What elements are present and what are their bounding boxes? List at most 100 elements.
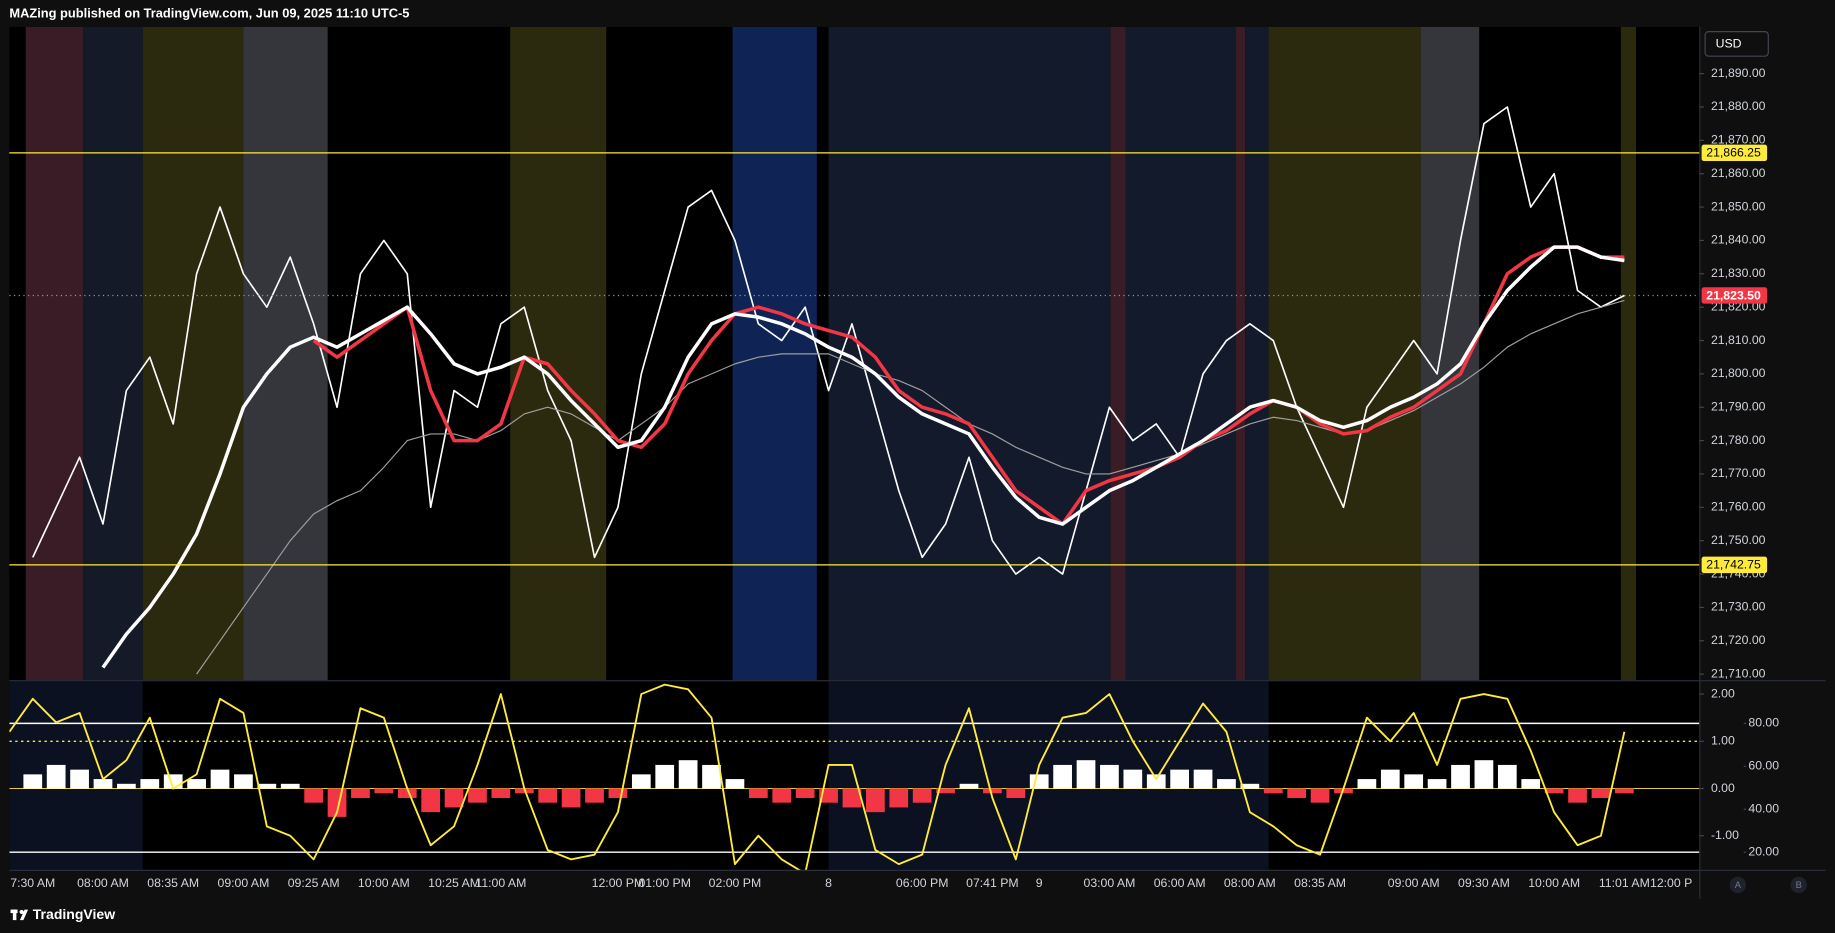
histogram-bar xyxy=(1310,788,1330,803)
x-tick-label: 11:01 AM xyxy=(1599,876,1650,890)
x-tick-label: 09:00 AM xyxy=(1388,876,1440,890)
currency[interactable]: USD xyxy=(1716,37,1742,51)
histogram-bar xyxy=(772,788,792,803)
histogram-bar xyxy=(655,764,675,789)
x-tick-label: 9 xyxy=(1036,876,1043,890)
histogram-bar xyxy=(585,788,604,803)
y-tick-label: 2.00 xyxy=(1711,686,1735,700)
session-band xyxy=(142,26,244,681)
session-band xyxy=(83,26,143,681)
histogram-bar xyxy=(468,788,487,803)
session-band xyxy=(1245,26,1269,681)
axis-button-label[interactable]: A xyxy=(1735,880,1742,890)
session-band xyxy=(1620,26,1637,681)
x-tick-label: 11:00 AM xyxy=(475,876,526,890)
x-tick-label: 08:00 AM xyxy=(77,876,129,890)
y-tick-label: 21,860.00 xyxy=(1711,166,1766,180)
y-tick-label: 21,770.00 xyxy=(1711,466,1766,480)
brand-logo xyxy=(10,909,29,921)
histogram-bar xyxy=(725,779,745,789)
histogram-bar xyxy=(70,769,89,789)
session-band xyxy=(25,26,84,681)
axis-button-label[interactable]: B xyxy=(1796,880,1802,890)
x-tick-label: 08:35 AM xyxy=(1294,876,1346,890)
x-tick-label: 10:00 AM xyxy=(1528,876,1580,890)
x-tick-label: 01:00 PM xyxy=(638,876,691,890)
y-tick-label: 21,720.00 xyxy=(1711,633,1766,647)
x-tick-label: 09:00 AM xyxy=(218,876,270,890)
histogram-bar xyxy=(538,788,558,803)
y-tick-label: 21,810.00 xyxy=(1711,333,1766,347)
x-tick-label: 12:00 P xyxy=(1650,876,1692,890)
session-band xyxy=(1125,26,1236,681)
histogram-bar xyxy=(678,760,698,789)
brand: TradingView xyxy=(33,906,115,922)
y-tick-label: 21,830.00 xyxy=(1711,266,1766,280)
series-line xyxy=(32,106,1625,575)
histogram-bar xyxy=(1146,774,1166,789)
histogram-bar xyxy=(1006,788,1026,798)
histogram-bar xyxy=(1053,764,1072,789)
axis-button[interactable] xyxy=(1790,876,1807,894)
level-label-box xyxy=(1701,144,1768,162)
y-tick-label: 21,750.00 xyxy=(1711,533,1766,547)
session-band xyxy=(510,26,607,681)
histogram-bar xyxy=(1521,779,1541,789)
histogram-bar xyxy=(210,769,230,789)
y2-tick-label: 40.00 xyxy=(1748,801,1779,815)
y-tick-label: 21,730.00 xyxy=(1711,600,1766,614)
histogram-bar xyxy=(444,788,464,808)
x-tick-label: 09:30 AM xyxy=(1458,876,1510,890)
histogram-bar xyxy=(1193,769,1213,789)
histogram-bar xyxy=(748,788,768,798)
x-tick-label: 03:00 AM xyxy=(1084,876,1136,890)
x-tick-label: 06:00 AM xyxy=(1154,876,1206,890)
histogram-bar xyxy=(1474,760,1494,789)
histogram-bar xyxy=(1380,769,1400,789)
series-line xyxy=(101,245,1625,669)
y-tick-label: 0.00 xyxy=(1711,781,1735,795)
x-tick-label: 12:00 PM xyxy=(592,876,645,890)
x-tick-label: 10:25 AM xyxy=(428,876,480,890)
y-tick-label: 21,850.00 xyxy=(1711,199,1766,213)
y2-tick-label: 80.00 xyxy=(1748,716,1779,730)
histogram-bar xyxy=(1591,788,1611,798)
price-plot xyxy=(32,106,1625,675)
histogram-bar xyxy=(1240,783,1260,789)
histogram-bar xyxy=(983,788,1002,794)
histogram-bar xyxy=(1544,788,1564,794)
histogram-bar xyxy=(1497,764,1517,789)
session-band xyxy=(1235,26,1246,681)
axis-button[interactable] xyxy=(1729,876,1747,894)
histogram-bar xyxy=(1427,779,1447,789)
histogram-bar xyxy=(187,779,206,789)
histogram-bar xyxy=(866,788,885,813)
y-tick-label: 21,780.00 xyxy=(1711,433,1766,447)
series-line xyxy=(312,245,1625,526)
x-tick-label: 02:00 PM xyxy=(709,876,762,890)
y-tick-label: 21,710.00 xyxy=(1711,666,1766,680)
last-price-box xyxy=(1701,287,1768,304)
histogram-bar xyxy=(1217,779,1236,789)
series-line xyxy=(196,299,1625,675)
histogram-bar xyxy=(842,788,862,808)
histogram-bar xyxy=(795,788,815,798)
y-tick-label: 21,880.00 xyxy=(1711,99,1766,113)
histogram-bar xyxy=(1404,774,1424,789)
histogram-bar xyxy=(304,788,323,803)
y-tick-label: 21,790.00 xyxy=(1711,399,1766,413)
level-label: 21,742.75 xyxy=(1706,558,1761,572)
y-tick-label: 21,890.00 xyxy=(1711,66,1766,80)
session-bands xyxy=(9,26,1637,870)
histogram-bar xyxy=(397,788,417,798)
level-label-box xyxy=(1701,556,1768,574)
histogram-bar xyxy=(374,788,394,794)
histogram-bar xyxy=(631,774,651,789)
currency-box[interactable] xyxy=(1704,31,1769,57)
histogram-bar xyxy=(1076,760,1096,789)
histogram-bar xyxy=(936,788,955,794)
histogram-bar xyxy=(1170,769,1190,789)
histogram-bar xyxy=(257,783,277,789)
x-tick-label: 06:00 PM xyxy=(896,876,949,890)
